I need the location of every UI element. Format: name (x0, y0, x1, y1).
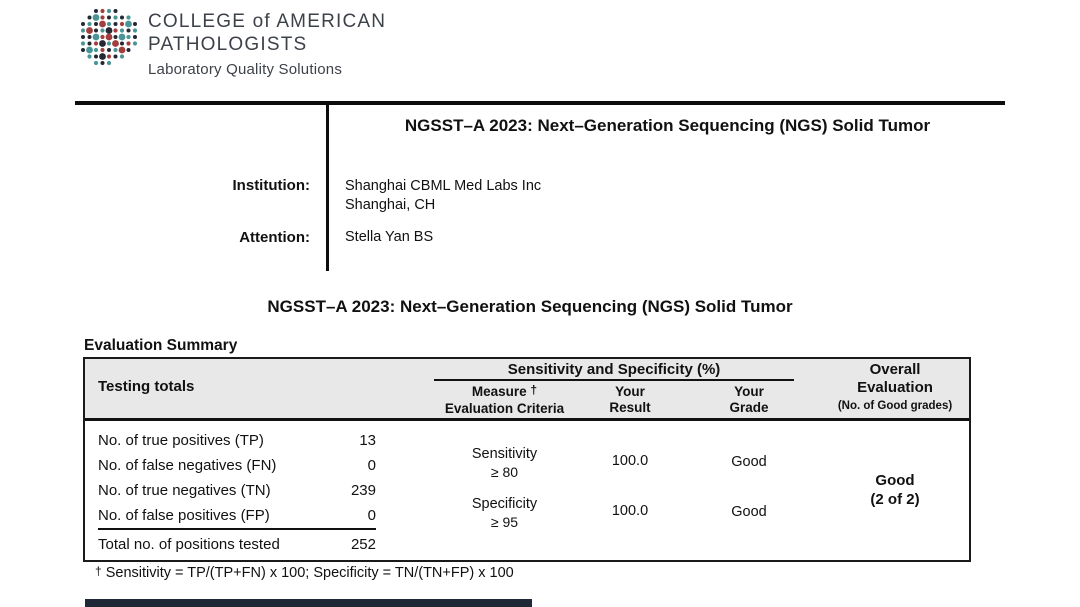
header-horizontal-rule (75, 101, 1005, 105)
footnote-text: Sensitivity = TP/(TP+FN) x 100; Specific… (101, 565, 514, 581)
institution-value: Shanghai CBML Med Labs Inc Shanghai, CH (345, 177, 541, 214)
overall-grade: Good (875, 472, 915, 489)
cap-logo-dots-icon (80, 8, 138, 66)
evaluation-summary-heading: Evaluation Summary (84, 337, 238, 354)
measure-name: Sensitivity (471, 446, 538, 462)
table-row: No. of false negatives (FN) 0 (98, 455, 376, 480)
col-header-your-result: Your Result (591, 384, 669, 415)
attention-value: Stella Yan BS (345, 229, 434, 245)
grade-line2: Grade (729, 399, 769, 415)
total-value: 0 (367, 507, 376, 524)
measure-specificity: Specificity ≥ 95 (422, 495, 587, 531)
testing-totals-list: No. of true positives (TP) 13 No. of fal… (98, 430, 376, 558)
measure-criteria: ≥ 95 (490, 514, 519, 530)
measure-word: Measure (471, 384, 527, 399)
total-label: Total no. of positions tested (98, 536, 280, 553)
table-row: No. of true positives (TP) 13 (98, 430, 376, 455)
cap-logo-text: COLLEGE of AMERICAN PATHOLOGISTS Laborat… (148, 6, 386, 78)
table-row: No. of true negatives (TN) 239 (98, 480, 376, 505)
bottom-bar (85, 599, 532, 607)
col-header-your-grade: Your Grade (710, 384, 788, 415)
col-header-measure: Measure † Evaluation Criteria (422, 383, 587, 416)
institution-name: Shanghai CBML Med Labs Inc (345, 178, 542, 194)
col-header-overall-evaluation: Overall Evaluation (No. of Good grades) (820, 361, 970, 416)
sensitivity-grade: Good (731, 454, 767, 470)
total-label: No. of true positives (TP) (98, 432, 264, 449)
header-vertical-divider (326, 104, 329, 271)
dagger-symbol: † (530, 383, 538, 397)
overall-evaluation-cell: Good (2 of 2) (820, 471, 970, 509)
col-header-testing-totals: Testing totals (98, 378, 195, 395)
overall-line1: Overall (869, 361, 921, 378)
cap-logo: COLLEGE of AMERICAN PATHOLOGISTS Laborat… (78, 6, 386, 78)
measure-sensitivity: Sensitivity ≥ 80 (422, 445, 587, 481)
result-line2: Result (609, 399, 651, 415)
institution-label: Institution: (232, 177, 310, 194)
evaluation-table: Testing totals Sensitivity and Specifici… (83, 357, 971, 562)
footnote-dagger: † (95, 564, 102, 578)
measure-name: Specificity (471, 496, 538, 512)
total-label: No. of true negatives (TN) (98, 482, 271, 499)
institution-location: Shanghai, CH (345, 196, 436, 213)
table-header: Testing totals Sensitivity and Specifici… (85, 359, 969, 421)
logo-tagline: Laboratory Quality Solutions (148, 61, 343, 78)
attention-label: Attention: (239, 229, 310, 246)
table-row-total: Total no. of positions tested 252 (98, 530, 376, 558)
footnote: † Sensitivity = TP/(TP+FN) x 100; Specif… (95, 564, 514, 581)
section-title: NGSST–A 2023: Next–Generation Sequencing… (267, 297, 793, 316)
measure-criteria: ≥ 80 (490, 464, 519, 480)
logo-line1: COLLEGE of AMERICAN (148, 11, 387, 32)
total-value: 0 (367, 457, 376, 474)
total-value: 252 (350, 536, 376, 553)
overall-count: (2 of 2) (870, 491, 920, 508)
specificity-grade: Good (731, 504, 767, 520)
total-label: No. of false negatives (FN) (98, 457, 277, 474)
logo-line2: PATHOLOGISTS (148, 34, 308, 55)
col-header-sensitivity-specificity: Sensitivity and Specificity (%) (434, 361, 794, 381)
total-label: No. of false positives (FP) (98, 507, 270, 524)
sensitivity-result: 100.0 (611, 453, 649, 469)
specificity-result: 100.0 (611, 503, 649, 519)
total-value: 13 (359, 432, 376, 449)
program-title: NGSST–A 2023: Next–Generation Sequencing… (404, 116, 931, 135)
total-value: 239 (350, 482, 376, 499)
overall-line2: Evaluation (857, 378, 933, 396)
grade-line1: Your (734, 384, 764, 399)
measure-line2: Evaluation Criteria (444, 400, 565, 416)
measure-line1: Measure † (422, 383, 587, 401)
table-row: No. of false positives (FP) 0 (98, 505, 376, 530)
overall-line3: (No. of Good grades) (837, 400, 953, 412)
result-line1: Your (615, 384, 645, 399)
